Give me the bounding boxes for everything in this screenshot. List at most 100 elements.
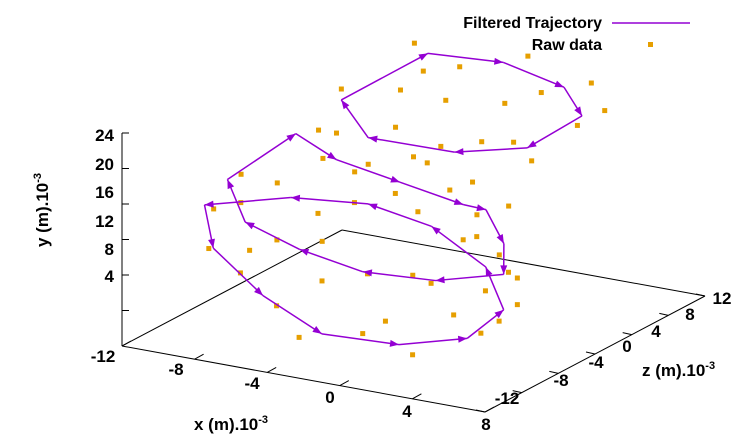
trajectory-arrowhead: [454, 148, 464, 156]
raw-data-points: [206, 40, 608, 358]
raw-data-point: [365, 161, 371, 167]
trajectory-arrowhead: [500, 265, 508, 275]
raw-data-point: [382, 318, 388, 324]
raw-data-point: [482, 288, 488, 294]
legend-label-filtered-trajectory: Filtered Trajectory: [463, 15, 602, 32]
trajectory-arrowhead: [341, 99, 350, 110]
trajectory-segment: [340, 52, 429, 101]
raw-data-point: [238, 171, 244, 177]
trajectory-segment: [368, 136, 455, 153]
raw-data-point: [211, 206, 217, 212]
raw-data-point: [460, 237, 466, 243]
raw-data-point: [274, 237, 280, 243]
x-axis-title: x (m).10-3: [194, 414, 268, 434]
raw-data-point: [237, 270, 243, 276]
trajectory-segment: [362, 271, 436, 282]
raw-data-point: [338, 86, 344, 92]
x-tick-mark: [412, 393, 422, 400]
trajectory-segment: [244, 221, 300, 250]
trajectory-arrowhead: [286, 133, 296, 142]
raw-data-point: [274, 180, 280, 186]
x-tick-labels: -12 -8 -4 0 4 8: [91, 347, 491, 434]
raw-data-point: [506, 203, 512, 209]
trajectory-arrowhead: [418, 53, 428, 61]
trajectory-arrowhead: [457, 335, 468, 343]
trajectory-segment: [226, 133, 297, 181]
raw-data-point: [334, 130, 339, 136]
raw-data-point: [502, 100, 508, 106]
trajectory-segment: [367, 203, 432, 228]
x-tick-mark: [194, 353, 204, 360]
trajectory-arrowhead: [227, 179, 235, 190]
y-tick-label: 16: [95, 183, 114, 202]
y-tick-label: 8: [105, 240, 114, 259]
trajectory-segment: [427, 52, 504, 64]
trajectory-arrowhead: [389, 339, 400, 347]
trajectory-arrowhead: [204, 200, 214, 208]
trajectory-arrowhead: [431, 226, 441, 235]
raw-data-point: [316, 127, 322, 133]
trajectory-segment: [399, 181, 464, 206]
x-tick-label: -4: [244, 374, 260, 393]
raw-data-point: [479, 139, 485, 145]
raw-data-point: [410, 272, 416, 278]
trajectory-arrowhead: [493, 57, 504, 65]
raw-data-point: [588, 80, 594, 86]
trajectory-arrowhead: [496, 234, 504, 244]
z-tick-mark: [622, 332, 632, 336]
z-tick-label: 0: [622, 337, 631, 356]
raw-data-point: [247, 247, 253, 253]
raw-data-point: [496, 318, 502, 324]
trajectory-segment: [435, 273, 504, 282]
trajectory-segment: [454, 147, 528, 153]
x-tick-label: -8: [168, 360, 183, 379]
raw-data-point: [438, 143, 444, 149]
z-tick-label: 8: [685, 305, 694, 324]
z-tick-label: 4: [651, 322, 661, 341]
z-tick-mark: [549, 370, 559, 374]
raw-data-point: [474, 234, 480, 240]
raw-data-point: [474, 212, 480, 218]
raw-data-point: [392, 190, 398, 196]
trajectory-arrowhead: [362, 269, 373, 277]
trajectory-arrowhead: [435, 276, 445, 284]
filtered-trajectory-lines: [203, 52, 583, 347]
x-tick-label: 8: [481, 415, 490, 434]
raw-data-point: [428, 280, 434, 286]
trajectory-arrowhead: [368, 135, 378, 143]
tick-marks: [121, 132, 706, 413]
z-tick-label: -8: [553, 371, 568, 390]
raw-data-point: [319, 238, 325, 244]
raw-data-point: [470, 179, 476, 185]
x-axis-line: [121, 345, 486, 413]
trajectory-arrowhead: [390, 175, 400, 183]
y-tick-label: 4: [105, 267, 115, 286]
raw-data-point: [514, 275, 520, 281]
raw-data-point: [397, 87, 403, 93]
raw-data-point: [274, 303, 280, 309]
z-tick-mark: [659, 312, 669, 316]
trajectory-segment: [321, 333, 400, 346]
z-tick-labels: -12 -8 -4 0 4 8 12: [495, 289, 732, 408]
raw-data-point: [424, 160, 430, 166]
raw-data-point: [511, 139, 517, 145]
x-tick-mark: [484, 406, 495, 413]
raw-data-point: [315, 210, 321, 216]
trajectory-arrowhead: [327, 151, 337, 160]
back-z-edge: [341, 229, 706, 297]
trajectory-arrowhead: [527, 140, 537, 148]
z-tick-label: 12: [713, 289, 732, 308]
trajectory-segment: [503, 61, 565, 88]
trajectory-arrowhead: [476, 204, 486, 212]
y-tick-labels: 4 8 12 16 20 24: [95, 126, 114, 286]
raw-data-point: [451, 312, 457, 318]
y-axis-title: y (m).10-3: [32, 173, 52, 247]
z-tick-mark: [475, 409, 486, 413]
raw-data-point: [457, 64, 463, 70]
trajectory-arrowhead: [554, 80, 565, 88]
trajectory-arrowhead: [574, 106, 582, 116]
trajectory-segment: [262, 295, 323, 335]
raw-data-point: [505, 269, 511, 275]
trajectory-arrowhead: [290, 194, 301, 202]
raw-data-point: [574, 122, 580, 128]
